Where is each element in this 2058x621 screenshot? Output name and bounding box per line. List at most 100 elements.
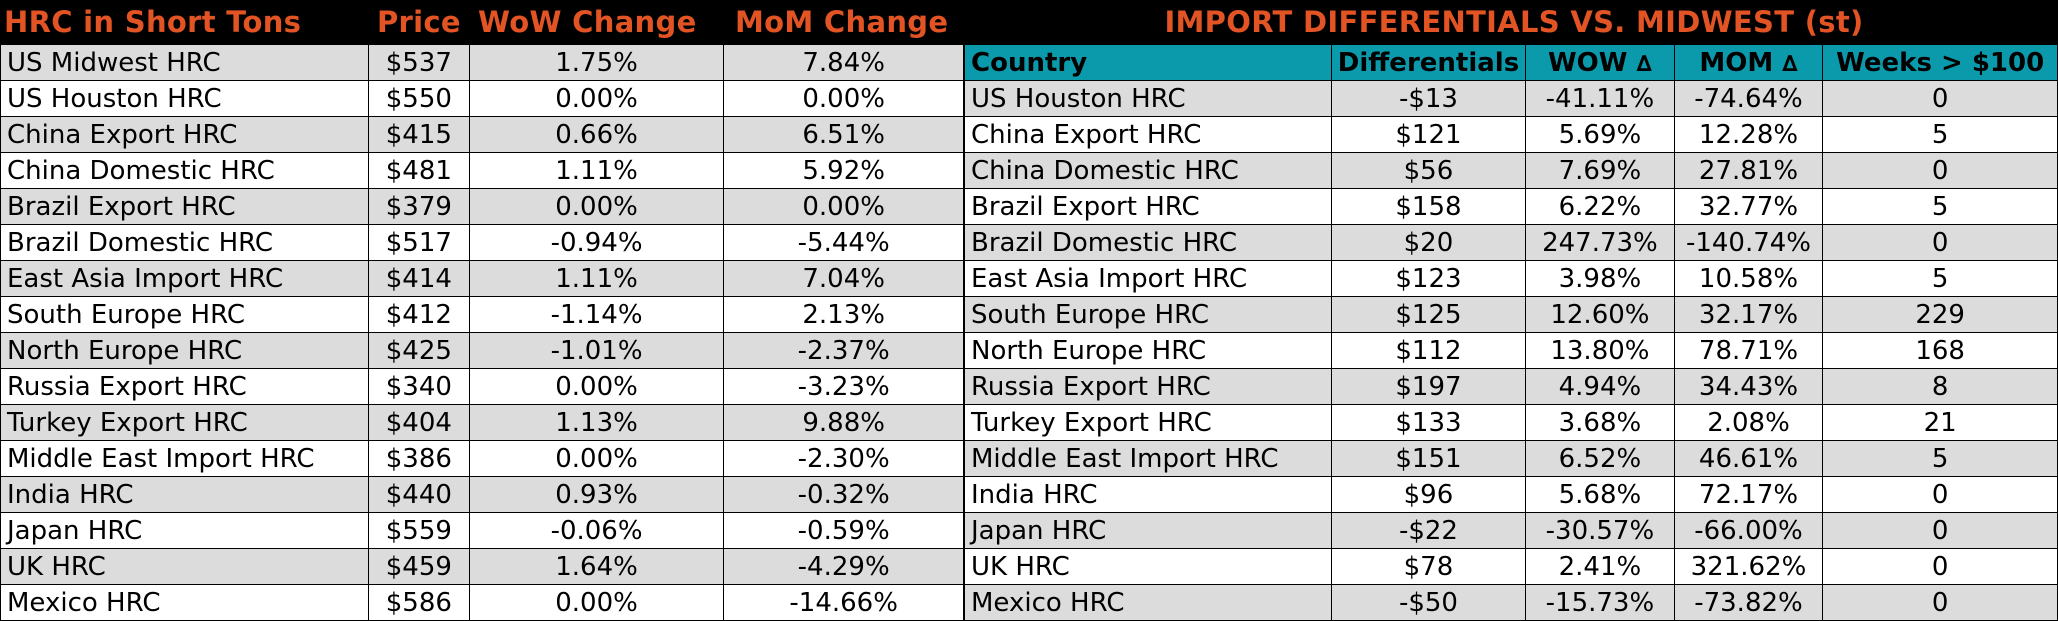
delta-symbol: ∆	[1636, 51, 1652, 77]
table-row: East Asia Import HRC $414 1.11% 7.04%	[0, 260, 964, 297]
wow-change-cell: -0.06%	[468, 512, 725, 549]
table-row: US Midwest HRC $537 1.75% 7.84%	[0, 44, 964, 81]
country-cell: China Domestic HRC	[964, 152, 1332, 189]
country-cell: Brazil Domestic HRC	[964, 224, 1332, 261]
hrc-price-header-bar: HRC in Short Tons Price WoW Change MoM C…	[0, 0, 964, 44]
country-cell: North Europe HRC	[964, 332, 1332, 369]
wow-change-cell: 1.11%	[468, 152, 725, 189]
mom-delta-cell: -73.82%	[1673, 584, 1824, 621]
wow-delta-cell: 13.80%	[1525, 332, 1675, 369]
table-row: Russia Export HRC $340 0.00% -3.23%	[0, 368, 964, 405]
wow-delta-cell: -15.73%	[1525, 584, 1675, 621]
mom-delta-cell: 72.17%	[1673, 476, 1824, 513]
table-row: Brazil Domestic HRC $20 247.73% -140.74% 0	[964, 224, 2058, 261]
mom-change-cell: 7.04%	[723, 260, 964, 297]
mom-delta-cell: 46.61%	[1673, 440, 1824, 477]
weeks-over-100-cell: 0	[1822, 476, 2058, 513]
table-row: North Europe HRC $425 -1.01% -2.37%	[0, 332, 964, 369]
price-cell: $414	[367, 260, 470, 297]
weeks-over-100-cell: 5	[1822, 116, 2058, 153]
product-name-cell: Russia Export HRC	[0, 368, 369, 405]
mom-change-cell: -4.29%	[723, 548, 964, 585]
country-column-header: Country	[964, 44, 1332, 81]
weeks-over-100-cell: 168	[1822, 332, 2058, 369]
mom-delta-cell: 2.08%	[1673, 404, 1824, 441]
mom-change-cell: -3.23%	[723, 368, 964, 405]
weeks-over-100-cell: 5	[1822, 440, 2058, 477]
import-differentials-panel: IMPORT DIFFERENTIALS VS. MIDWEST (st) Co…	[964, 0, 2058, 621]
product-name-cell: Brazil Export HRC	[0, 188, 369, 225]
wow-change-cell: 0.00%	[468, 368, 725, 405]
weeks-over-100-cell: 8	[1822, 368, 2058, 405]
weeks-over-100-cell: 0	[1822, 548, 2058, 585]
mom-change-cell: 9.88%	[723, 404, 964, 441]
wow-change-cell: 1.13%	[468, 404, 725, 441]
differential-cell: $96	[1330, 476, 1527, 513]
differential-cell: $197	[1330, 368, 1527, 405]
table-row: Turkey Export HRC $404 1.13% 9.88%	[0, 404, 964, 441]
mom-delta-cell: 12.28%	[1673, 116, 1824, 153]
table-row: China Export HRC $121 5.69% 12.28% 5	[964, 116, 2058, 153]
table-row: Brazil Export HRC $158 6.22% 32.77% 5	[964, 188, 2058, 225]
table-row: China Domestic HRC $56 7.69% 27.81% 0	[964, 152, 2058, 189]
table-row: Brazil Domestic HRC $517 -0.94% -5.44%	[0, 224, 964, 261]
table-row: Turkey Export HRC $133 3.68% 2.08% 21	[964, 404, 2058, 441]
wow-delta-cell: -30.57%	[1525, 512, 1675, 549]
mom-delta-cell: 321.62%	[1673, 548, 1824, 585]
product-name-cell: China Domestic HRC	[0, 152, 369, 189]
differential-cell: $78	[1330, 548, 1527, 585]
product-name-cell: East Asia Import HRC	[0, 260, 369, 297]
country-cell: India HRC	[964, 476, 1332, 513]
price-cell: $415	[367, 116, 470, 153]
price-cell: $586	[367, 584, 470, 621]
mom-column-header: MOM ∆	[1673, 44, 1824, 81]
weeks-over-100-column-header: Weeks > $100	[1822, 44, 2058, 81]
country-cell: UK HRC	[964, 548, 1332, 585]
weeks-over-100-cell: 0	[1822, 584, 2058, 621]
price-cell: $412	[367, 296, 470, 333]
country-cell: Middle East Import HRC	[964, 440, 1332, 477]
product-name-cell: US Houston HRC	[0, 80, 369, 117]
wow-delta-cell: 3.68%	[1525, 404, 1675, 441]
hrc-price-table: US Midwest HRC $537 1.75% 7.84% US Houston H…	[0, 44, 964, 621]
wow-change-cell: 0.00%	[468, 188, 725, 225]
mom-change-cell: -0.32%	[723, 476, 964, 513]
table-row: South Europe HRC $125 12.60% 32.17% 229	[964, 296, 2058, 333]
differential-cell: -$22	[1330, 512, 1527, 549]
wow-delta-cell: 2.41%	[1525, 548, 1675, 585]
differential-cell: $125	[1330, 296, 1527, 333]
mom-delta-cell: -140.74%	[1673, 224, 1824, 261]
differential-cell: $133	[1330, 404, 1527, 441]
country-cell: China Export HRC	[964, 116, 1332, 153]
wow-delta-cell: 6.22%	[1525, 188, 1675, 225]
product-name-cell: India HRC	[0, 476, 369, 513]
country-cell: East Asia Import HRC	[964, 260, 1332, 297]
wow-delta-cell: 7.69%	[1525, 152, 1675, 189]
price-cell: $559	[367, 512, 470, 549]
mom-change-cell: -2.30%	[723, 440, 964, 477]
table-row: Mexico HRC -$50 -15.73% -73.82% 0	[964, 584, 2058, 621]
wow-change-cell: 1.11%	[468, 260, 725, 297]
wow-change-cell: 1.75%	[468, 44, 725, 81]
mom-change-cell: 2.13%	[723, 296, 964, 333]
table-row: Russia Export HRC $197 4.94% 34.43% 8	[964, 368, 2058, 405]
wow-change-heading: WoW Change	[478, 5, 697, 39]
price-cell: $440	[367, 476, 470, 513]
product-name-cell: China Export HRC	[0, 116, 369, 153]
price-cell: $537	[367, 44, 470, 81]
country-cell: Japan HRC	[964, 512, 1332, 549]
mom-delta-cell: 34.43%	[1673, 368, 1824, 405]
hrc-price-panel: HRC in Short Tons Price WoW Change MoM C…	[0, 0, 964, 621]
price-cell: $481	[367, 152, 470, 189]
wow-change-cell: 0.66%	[468, 116, 725, 153]
country-cell: South Europe HRC	[964, 296, 1332, 333]
wow-change-cell: 1.64%	[468, 548, 725, 585]
price-cell: $459	[367, 548, 470, 585]
differential-cell: $158	[1330, 188, 1527, 225]
wow-delta-cell: 5.69%	[1525, 116, 1675, 153]
weeks-over-100-cell: 0	[1822, 512, 2058, 549]
wow-column-header: WOW ∆	[1525, 44, 1675, 81]
mom-change-cell: -0.59%	[723, 512, 964, 549]
table-row: Japan HRC $559 -0.06% -0.59%	[0, 512, 964, 549]
wow-delta-cell: 247.73%	[1525, 224, 1675, 261]
